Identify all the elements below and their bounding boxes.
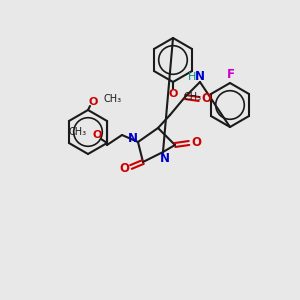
Text: O: O [88,97,98,107]
Text: N: N [128,133,138,146]
Text: N: N [195,70,205,83]
Text: O: O [119,161,129,175]
Text: F: F [227,68,235,82]
Text: CH₃: CH₃ [69,127,87,137]
Text: N: N [160,152,170,164]
Text: O: O [201,92,211,106]
Text: CH₃: CH₃ [103,94,121,104]
Text: O: O [191,136,201,149]
Text: O: O [168,89,178,99]
Text: CH₃: CH₃ [184,92,202,102]
Text: H: H [188,72,196,82]
Text: O: O [92,130,102,140]
